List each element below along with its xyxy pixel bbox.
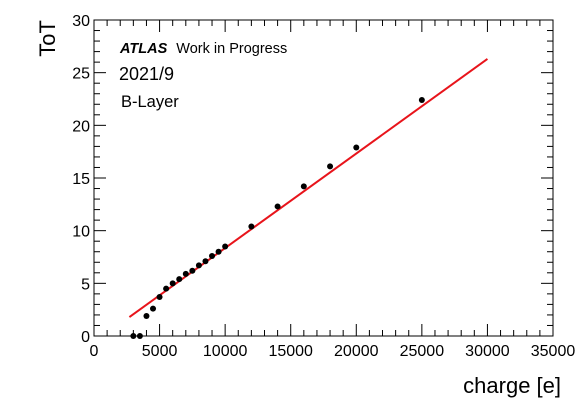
y-axis-title: ToT bbox=[35, 20, 60, 57]
layer-label: B-Layer bbox=[121, 93, 179, 111]
data-point bbox=[143, 312, 150, 319]
y-tick-label: 5 bbox=[81, 276, 90, 293]
data-point bbox=[209, 252, 216, 259]
data-point bbox=[195, 262, 202, 269]
fit-line-series bbox=[128, 58, 489, 318]
x-tick-labels: 0 5000 10000 15000 20000 25000 30000 35000 bbox=[90, 343, 576, 360]
data-point bbox=[176, 276, 183, 283]
x-tick-label: 5000 bbox=[142, 343, 178, 360]
y-tick-label: 0 bbox=[81, 329, 90, 346]
data-point bbox=[130, 333, 137, 339]
data-point bbox=[353, 144, 360, 151]
x-tick-label: 30000 bbox=[465, 343, 510, 360]
x-tick-label: 10000 bbox=[203, 343, 248, 360]
data-points-series bbox=[130, 97, 425, 339]
data-point bbox=[248, 223, 255, 230]
x-tick-label: 0 bbox=[90, 343, 99, 360]
x-tick-label: 20000 bbox=[334, 343, 379, 360]
y-tick-label: 25 bbox=[72, 66, 90, 83]
data-point bbox=[274, 203, 281, 210]
data-point bbox=[202, 258, 209, 265]
x-tick-label: 25000 bbox=[400, 343, 445, 360]
data-point bbox=[189, 267, 196, 274]
data-point bbox=[163, 285, 170, 292]
atlas-label-status: Work in Progress bbox=[176, 41, 287, 57]
atlas-label-bold: ATLAS bbox=[119, 41, 168, 57]
x-axis-title: charge [e] bbox=[463, 373, 561, 398]
data-point bbox=[136, 333, 143, 339]
atlas-label: ATLAS Work in Progress bbox=[119, 41, 287, 57]
data-point bbox=[156, 294, 163, 301]
fit-line bbox=[128, 58, 489, 318]
x-tick-label: 15000 bbox=[268, 343, 313, 360]
data-point bbox=[327, 163, 334, 170]
data-point bbox=[300, 183, 307, 190]
y-tick-label: 15 bbox=[72, 171, 90, 188]
date-label: 2021/9 bbox=[119, 64, 174, 84]
data-point bbox=[150, 305, 157, 312]
data-point bbox=[169, 280, 176, 287]
y-tick-labels: 0 5 10 15 20 25 30 bbox=[72, 13, 90, 346]
axis-ticks bbox=[93, 19, 554, 337]
data-point bbox=[222, 243, 229, 250]
x-tick-label: 35000 bbox=[531, 343, 576, 360]
y-tick-label: 30 bbox=[72, 13, 90, 30]
data-point bbox=[182, 270, 189, 277]
data-point bbox=[418, 97, 425, 104]
y-tick-label: 10 bbox=[72, 224, 90, 241]
data-point bbox=[215, 248, 222, 255]
y-tick-label: 20 bbox=[72, 118, 90, 135]
